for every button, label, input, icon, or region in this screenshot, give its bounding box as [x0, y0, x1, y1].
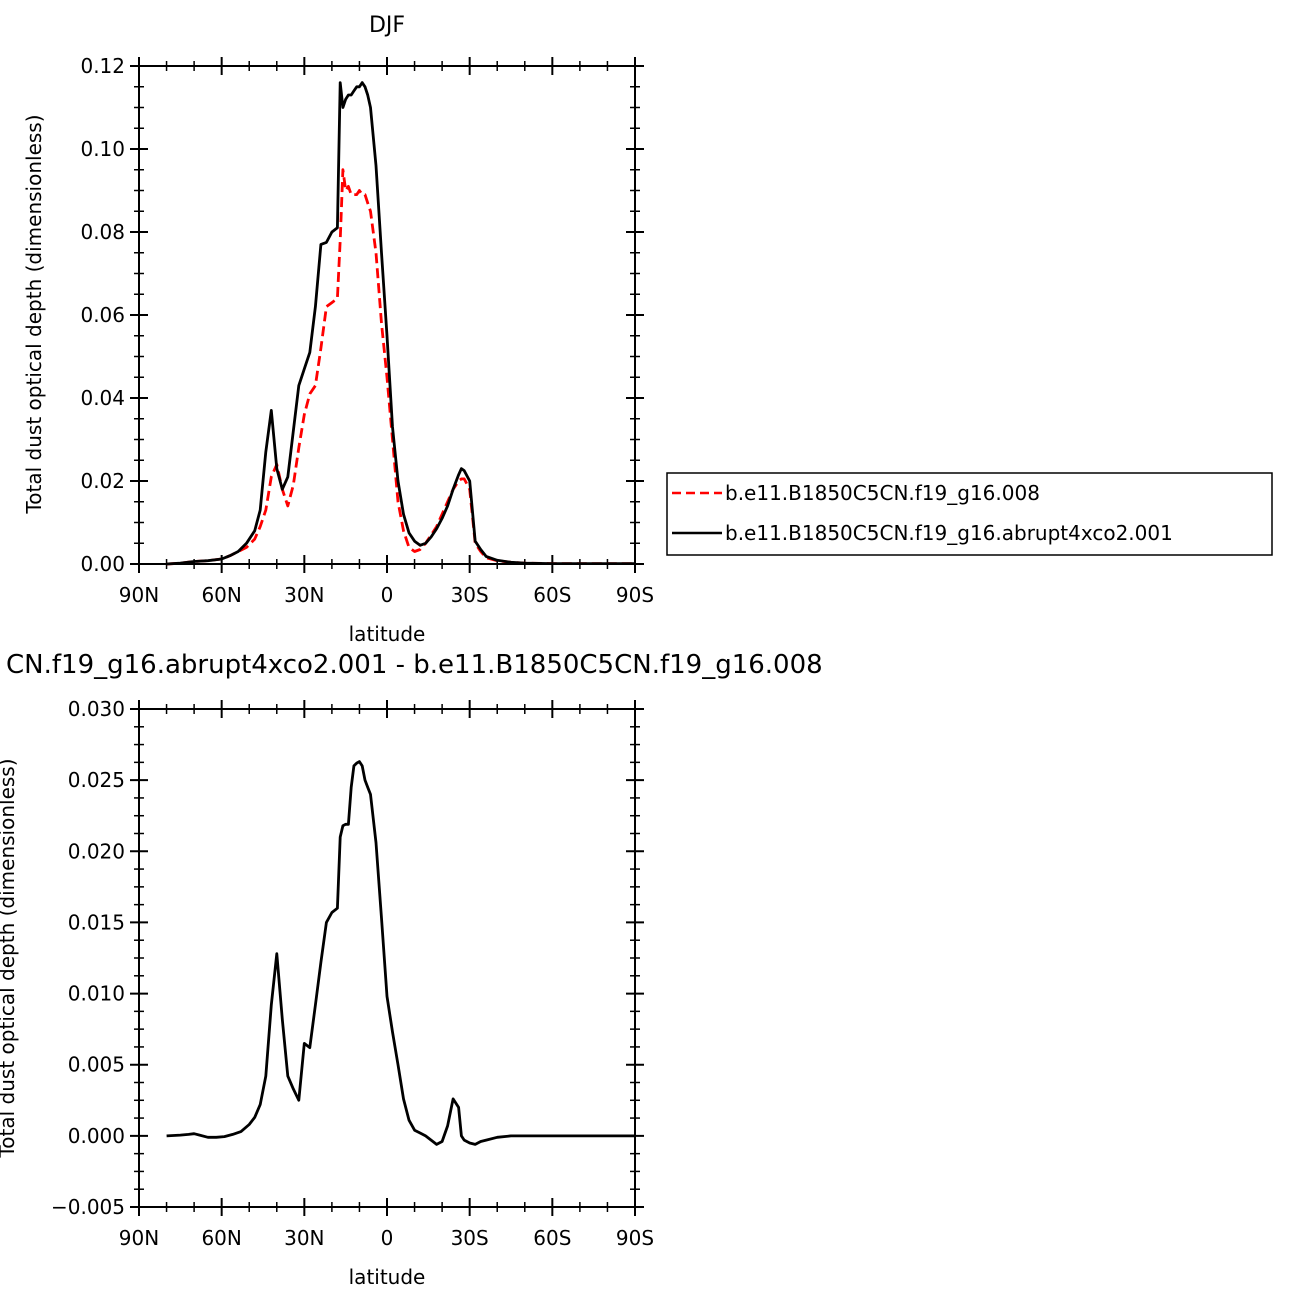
legend: b.e11.B1850C5CN.f19_g16.008 b.e11.B1850C… — [666, 472, 1273, 556]
y-tick-label: 0.000 — [68, 1124, 125, 1148]
x-tick-label: 0 — [381, 1226, 394, 1250]
x-tick-label: 30S — [451, 583, 489, 607]
top-panel: DJF Total dust optical depth (dimensionl… — [22, 13, 654, 646]
y-tick-label: 0.015 — [68, 910, 125, 934]
series-line-0 — [166, 168, 635, 566]
y-tick-label: 0.025 — [68, 768, 125, 792]
y-tick-label: 0.02 — [80, 469, 125, 493]
y-tick-label: 0.005 — [68, 1053, 125, 1077]
x-tick-label: 60N — [201, 1226, 241, 1250]
y-tick-label: −0.005 — [51, 1195, 125, 1219]
x-tick-label: 60S — [533, 583, 571, 607]
x-tick-label: 90S — [616, 1226, 654, 1250]
y-tick-label: 0.030 — [68, 697, 125, 721]
y-tick-label: 0.00 — [80, 552, 125, 576]
bottom-panel: CN.f19_g16.abrupt4xco2.001 - b.e11.B1850… — [0, 650, 823, 1289]
bottom-y-axis-label: Total dust optical depth (dimensionless) — [0, 758, 19, 1158]
bottom-x-axis-label: latitude — [349, 1265, 426, 1289]
series-line-0 — [166, 760, 635, 1146]
x-tick-label: 30S — [451, 1226, 489, 1250]
x-tick-label: 90N — [119, 583, 159, 607]
x-tick-label: 90N — [119, 1226, 159, 1250]
legend-label-abrupt4xco2: b.e11.B1850C5CN.f19_g16.abrupt4xco2.001 — [725, 521, 1173, 545]
top-chart-title: DJF — [369, 13, 405, 38]
y-tick-label: 0.020 — [68, 839, 125, 863]
x-tick-label: 90S — [616, 583, 654, 607]
legend-box — [666, 472, 1273, 556]
x-tick-label: 60N — [201, 583, 241, 607]
x-tick-label: 0 — [381, 583, 394, 607]
y-tick-label: 0.06 — [80, 303, 125, 327]
y-tick-label: 0.12 — [80, 54, 125, 78]
legend-label-control: b.e11.B1850C5CN.f19_g16.008 — [725, 481, 1040, 505]
y-tick-label: 0.10 — [80, 137, 125, 161]
x-tick-label: 30N — [284, 583, 324, 607]
y-tick-label: 0.04 — [80, 386, 125, 410]
series-line-1 — [166, 81, 635, 566]
top-y-axis-label: Total dust optical depth (dimensionless) — [22, 114, 46, 514]
y-tick-label: 0.010 — [68, 982, 125, 1006]
x-tick-label: 30N — [284, 1226, 324, 1250]
bottom-chart-title: CN.f19_g16.abrupt4xco2.001 - b.e11.B1850… — [6, 650, 823, 680]
top-x-axis-label: latitude — [349, 622, 426, 646]
top-plot-frame — [138, 65, 636, 565]
x-tick-label: 60S — [533, 1226, 571, 1250]
bottom-plot-frame — [138, 708, 636, 1208]
y-tick-label: 0.08 — [80, 220, 125, 244]
